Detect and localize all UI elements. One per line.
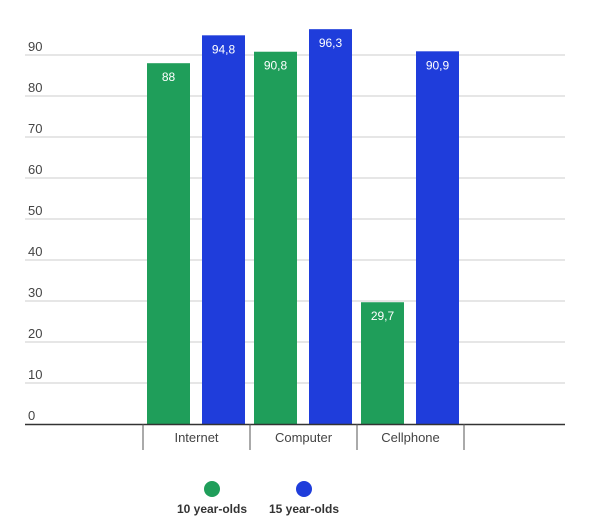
x-tick-label: Internet <box>174 430 218 445</box>
data-label: 90,9 <box>426 58 450 72</box>
y-tick-label: 70 <box>28 121 42 136</box>
data-label: 29,7 <box>371 309 395 323</box>
bar-15-year-olds-internet <box>202 35 245 424</box>
bar-10-year-olds-internet <box>147 63 190 424</box>
data-label: 94,8 <box>212 42 236 56</box>
y-axis-ticks: 0 10 20 30 40 50 60 70 80 90 <box>28 39 42 423</box>
y-tick-label: 40 <box>28 244 42 259</box>
y-tick-label: 90 <box>28 39 42 54</box>
legend-marker <box>296 481 312 497</box>
x-tick-label: Computer <box>275 430 333 445</box>
y-tick-label: 60 <box>28 162 42 177</box>
x-tick-label: Cellphone <box>381 430 440 445</box>
y-tick-label: 80 <box>28 80 42 95</box>
legend-label: 10 year-olds <box>177 502 247 516</box>
bar-10-year-olds-computer <box>254 51 297 424</box>
data-label: 88 <box>162 70 176 84</box>
y-tick-label: 30 <box>28 285 42 300</box>
bar-10-year-olds-cellphone <box>361 302 404 424</box>
bar-15-year-olds-cellphone <box>416 51 459 425</box>
bars: 88 94,8 90,8 96,3 29,7 90,9 <box>147 29 459 425</box>
y-tick-label: 0 <box>28 408 35 423</box>
legend-marker <box>204 481 220 497</box>
legend: 10 year-olds 15 year-olds <box>177 481 339 516</box>
y-tick-label: 20 <box>28 326 42 341</box>
bar-15-year-olds-computer <box>309 29 352 424</box>
legend-label: 15 year-olds <box>269 502 339 516</box>
data-label: 96,3 <box>319 36 343 50</box>
x-axis: Internet Computer Cellphone <box>25 423 565 450</box>
y-tick-label: 10 <box>28 367 42 382</box>
data-label: 90,8 <box>264 59 288 73</box>
y-tick-label: 50 <box>28 203 42 218</box>
